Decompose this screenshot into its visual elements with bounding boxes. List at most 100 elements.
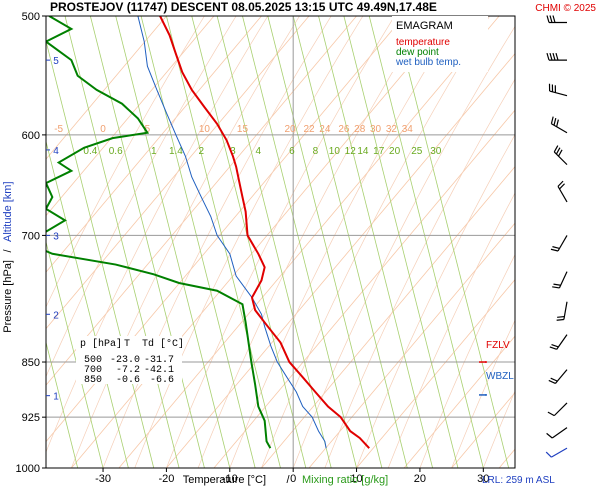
dry-adiabat-line xyxy=(356,279,515,468)
plot-frame xyxy=(45,15,516,469)
moist-adiabat-line xyxy=(547,16,600,468)
mixing-ratio-line xyxy=(394,16,510,468)
moist-adiabat-line xyxy=(166,16,395,468)
dry-adiabat-label: 10 xyxy=(199,124,211,135)
legend-wet-bulb: wet bulb temp. xyxy=(395,57,461,68)
moist-adiabat-line xyxy=(261,16,490,468)
mixing-ratio-line xyxy=(242,16,357,468)
wind-barb-feather xyxy=(546,432,553,439)
wind-barb-feather xyxy=(557,149,563,157)
moist-adiabat-line xyxy=(578,16,600,468)
moist-adiabat-line xyxy=(134,16,364,468)
legend-temperature: temperature xyxy=(396,37,450,48)
mixing-ratio-label: 6 xyxy=(289,146,295,157)
wind-barb-feather xyxy=(549,346,557,350)
mixing-ratio-label: 3 xyxy=(230,146,236,157)
x-axis-label-temperature: Temperature [°C] xyxy=(183,474,266,486)
wind-barb-feather xyxy=(553,118,557,126)
dry-adiabat-label: 24 xyxy=(319,124,331,135)
dry-adiabat-line xyxy=(118,16,500,468)
wind-barb-feather xyxy=(557,315,565,318)
wind-barb xyxy=(545,447,568,458)
wind-barb xyxy=(556,301,568,321)
legend-box xyxy=(392,16,488,72)
mixing-ratio-label: 8 xyxy=(313,146,319,157)
altitude-tick-label: 2 xyxy=(53,310,59,321)
wind-barb-feather xyxy=(550,377,558,382)
table-row-500-td: -31.7 xyxy=(144,355,174,366)
x-tick-label: 10 xyxy=(350,473,362,485)
mixing-ratio-line xyxy=(216,16,332,468)
moist-adiabat-line xyxy=(197,16,427,468)
mixing-ratio-line xyxy=(46,39,155,468)
moist-adiabat-line xyxy=(324,78,515,468)
wind-barb-feather xyxy=(556,318,564,321)
mixing-ratio-line xyxy=(267,16,383,468)
x-tick-label: -10 xyxy=(222,473,238,485)
mixing-ratio-line xyxy=(64,16,180,468)
mixing-ratio-line xyxy=(89,16,205,468)
mixing-ratio-line xyxy=(115,16,231,468)
wind-barb-feather xyxy=(555,147,561,155)
x-tick-label: -20 xyxy=(158,473,174,485)
wind-barb-feather xyxy=(559,183,565,190)
wind-barb xyxy=(553,145,568,166)
dry-adiabat-label: 5 xyxy=(145,124,151,135)
wind-barb-feather xyxy=(549,52,553,61)
dry-adiabat-line xyxy=(46,16,215,217)
temperature-line xyxy=(159,16,370,449)
wind-barb-feather xyxy=(546,15,550,23)
wind-barb xyxy=(546,427,568,439)
wind-barb-staff xyxy=(553,402,568,417)
altitude-tick-label: 3 xyxy=(53,231,59,242)
table-row-700-p: 700 xyxy=(84,365,102,376)
altitude-tick-label: 4 xyxy=(53,146,59,157)
wind-barb-staff xyxy=(551,427,568,439)
mixing-ratio-line xyxy=(292,16,408,468)
wind-barb-feather xyxy=(550,248,559,252)
x-tick-label: -30 xyxy=(95,473,111,485)
wind-barb-feather xyxy=(548,379,556,384)
mixing-ratio-label: 1.4 xyxy=(169,146,183,157)
table-header-p: p [hPa] xyxy=(80,338,122,350)
wind-barb-feather xyxy=(552,52,556,61)
moist-adiabat-line xyxy=(451,319,515,468)
wind-barb xyxy=(548,369,568,384)
wind-barb-feather xyxy=(552,15,556,23)
wind-barb-feather xyxy=(556,119,559,127)
dry-adiabat-line xyxy=(308,222,515,468)
table-row-700-t: -7.2 xyxy=(116,365,140,376)
mixing-ratio-label: 17 xyxy=(373,146,385,157)
wind-barb xyxy=(557,180,568,203)
wind-barb-feather xyxy=(547,411,555,417)
mixing-ratio-line xyxy=(140,16,256,468)
adiabat-labels: -5 0 5 10 15 20 22 24 26 28 30 32 340.4 0.6 1 1.4 2 3 4 6 8 1… xyxy=(54,124,442,157)
wind-barb-feather xyxy=(551,343,559,348)
plot-background xyxy=(46,16,515,468)
mixing-ratio-label: 20 xyxy=(389,146,401,157)
dry-adiabat-label: 20 xyxy=(284,124,296,135)
moist-adiabat-line xyxy=(514,467,515,468)
wind-barb-feather xyxy=(555,52,559,61)
level-table: p [hPa] T Td [°C] 500 -23.0 -31.7 700 -7… xyxy=(76,336,184,386)
level-table-box xyxy=(76,336,182,384)
mixing-ratio-line xyxy=(191,16,307,468)
dry-adiabat-line xyxy=(403,335,515,468)
dry-adiabat-label: 22 xyxy=(303,124,315,135)
wind-barb xyxy=(546,15,567,24)
moist-adiabat-line xyxy=(356,133,515,468)
dry-adiabat-label: 34 xyxy=(402,124,414,135)
dry-adiabat-line xyxy=(46,16,405,443)
wind-barb-feather xyxy=(545,451,552,458)
x-tick-label: 20 xyxy=(414,473,426,485)
dew-point-line xyxy=(46,16,272,449)
moist-adiabat-line xyxy=(46,16,269,453)
plot-area: -5 0 5 10 15 20 22 24 26 28 30 32 340.4 0.6 1 1.4 2 3 4 6 8 1… xyxy=(16,11,600,485)
copyright-text: CHMI © 2025 xyxy=(535,3,596,14)
wind-barb xyxy=(548,83,568,97)
wind-barb-staff xyxy=(549,90,568,97)
wind-barb xyxy=(547,402,568,417)
dry-adiabat-label: 15 xyxy=(237,124,249,135)
